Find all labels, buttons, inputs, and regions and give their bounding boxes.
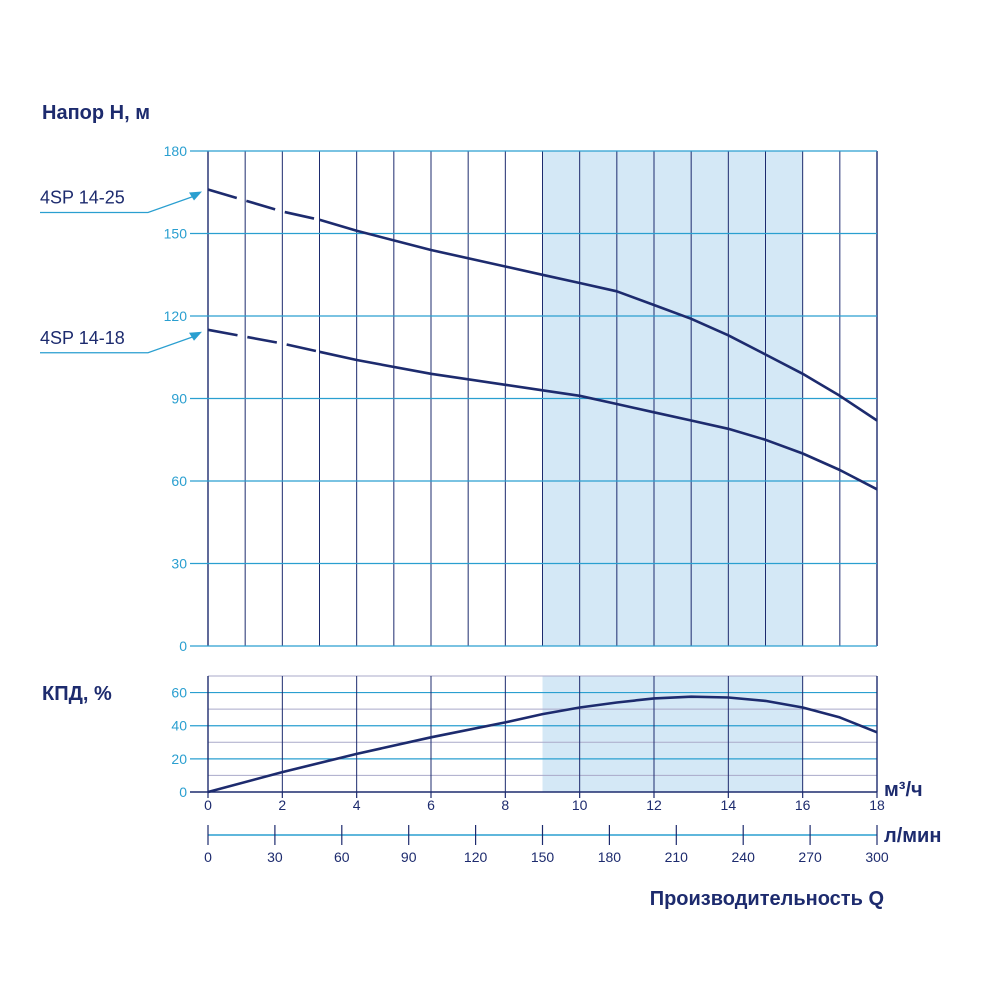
x-tick-label: 2	[278, 797, 286, 813]
x-tick-label: 210	[665, 849, 689, 865]
y-tick-label: 0	[179, 784, 187, 800]
x-axis-lmin: 0 30 60 90 120 150 180 210 240 270 300	[204, 825, 889, 865]
y-tick-label: 180	[164, 143, 188, 159]
x-tick-label: 6	[427, 797, 435, 813]
x-tick-label: 270	[798, 849, 822, 865]
series-leader-line	[40, 194, 197, 214]
y-tick-label: 40	[171, 718, 187, 734]
head-panel-grid	[190, 150, 878, 647]
arrowhead-icon	[189, 331, 202, 341]
efficiency-curve	[207, 695, 878, 794]
head-axis-title: Напор H, м	[42, 102, 150, 124]
efficiency-axis-title: КПД, %	[42, 683, 112, 705]
x-axis-m3h: 0 2 4 6 8 10 12 14 16 18	[204, 792, 885, 813]
x-tick-label: 0	[204, 797, 212, 813]
series-label: 4SP 14-18	[40, 328, 125, 348]
x-tick-label: 4	[353, 797, 361, 813]
efficiency-panel-curves	[207, 695, 878, 794]
y-tick-label: 150	[164, 226, 188, 242]
x-tick-label: 120	[464, 849, 488, 865]
y-tick-label: 60	[171, 473, 187, 489]
x-tick-label: 14	[721, 797, 737, 813]
x-tick-label: 30	[267, 849, 283, 865]
x-tick-label: 18	[869, 797, 885, 813]
y-tick-label: 0	[179, 638, 187, 654]
efficiency-panel-shaded-region	[542, 676, 803, 792]
x-axis-title: Производительность Q	[650, 888, 884, 910]
x-tick-label: 90	[401, 849, 417, 865]
head-curve-2	[319, 350, 878, 491]
head-curve-1	[319, 218, 878, 422]
x-tick-label: 8	[501, 797, 509, 813]
x-tick-label: 300	[865, 849, 889, 865]
series-leader-line	[40, 335, 197, 354]
x-tick-label: 150	[531, 849, 555, 865]
x-primary-unit-label: м³/ч	[884, 779, 923, 801]
x-tick-label: 16	[795, 797, 811, 813]
x-tick-label: 60	[334, 849, 350, 865]
y-tick-label: 120	[164, 308, 188, 324]
series-label: 4SP 14-25	[40, 188, 125, 208]
head-panel-curves	[207, 188, 878, 491]
head-panel-series-labels: 4SP 14-25 4SP 14-18	[40, 188, 202, 354]
head-panel-y-ticks: 0 30 60 90 120 150 180	[164, 143, 188, 654]
y-tick-label: 60	[171, 685, 187, 701]
x-tick-label: 0	[204, 849, 212, 865]
efficiency-panel-grid	[190, 675, 878, 793]
arrowhead-icon	[189, 191, 202, 201]
x-tick-label: 12	[646, 797, 662, 813]
operating-range-shade	[542, 676, 803, 792]
head-curve-dashed-2	[207, 328, 320, 354]
x-tick-label: 10	[572, 797, 588, 813]
y-tick-label: 90	[171, 391, 187, 407]
y-tick-label: 30	[171, 556, 187, 572]
x-tick-label: 180	[598, 849, 622, 865]
x-secondary-unit-label: л/мин	[884, 825, 941, 847]
head-curve-dashed-1	[207, 188, 320, 222]
x-tick-label: 240	[732, 849, 756, 865]
y-tick-label: 20	[171, 751, 187, 767]
efficiency-panel-y-ticks: 0 20 40 60	[171, 685, 187, 800]
